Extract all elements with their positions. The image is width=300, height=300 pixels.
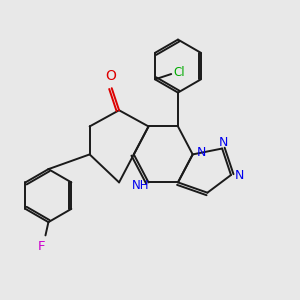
Text: O: O <box>105 69 116 83</box>
Text: F: F <box>38 240 46 253</box>
Text: N: N <box>196 146 206 159</box>
Text: Cl: Cl <box>174 66 185 79</box>
Text: NH: NH <box>131 179 149 192</box>
Text: N: N <box>235 169 244 182</box>
Text: N: N <box>219 136 228 148</box>
